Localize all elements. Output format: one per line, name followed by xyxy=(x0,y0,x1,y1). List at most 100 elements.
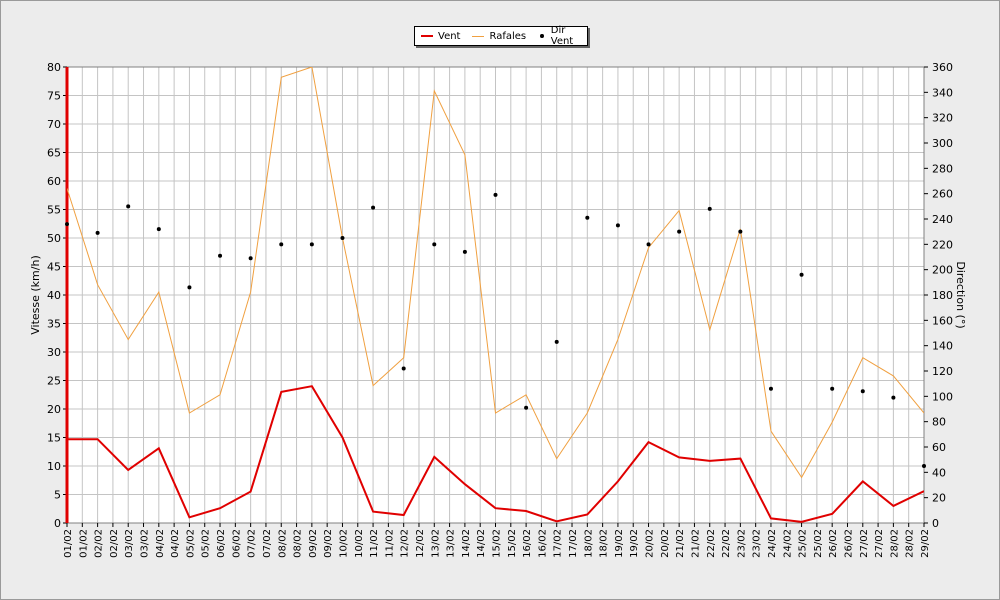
x-tick-label: 06/02 xyxy=(231,529,242,558)
x-tick-label: 10/02 xyxy=(354,529,365,558)
y-tick-label: 40 xyxy=(47,289,61,302)
x-tick-label: 25/02 xyxy=(813,529,824,558)
data-point-rafales xyxy=(464,154,465,155)
data-point-rafales xyxy=(403,357,404,358)
data-point-dir-vent xyxy=(401,366,406,371)
y2-tick-label: 220 xyxy=(932,238,953,251)
data-point-vent xyxy=(464,484,465,485)
data-point-rafales xyxy=(97,284,98,285)
data-point-rafales xyxy=(434,90,435,91)
data-point-vent xyxy=(220,508,221,509)
x-tick-label: 22/02 xyxy=(721,529,732,558)
x-tick-label: 01/02 xyxy=(78,529,89,558)
data-point-rafales xyxy=(679,210,680,211)
data-point-vent xyxy=(189,517,190,518)
y-tick-label: 60 xyxy=(47,175,61,188)
data-point-vent xyxy=(556,521,557,522)
y-tick-label: 30 xyxy=(47,346,61,359)
x-tick-label: 05/02 xyxy=(201,529,212,558)
legend-item-rafales: Rafales xyxy=(472,31,526,42)
data-point-vent xyxy=(281,391,282,392)
y2-tick-label: 100 xyxy=(932,390,953,403)
series-line-rafales xyxy=(67,67,924,479)
x-tick-label: 12/02 xyxy=(415,529,426,558)
y-tick-label: 15 xyxy=(47,432,61,445)
data-point-dir-vent xyxy=(891,395,896,400)
data-point-rafales xyxy=(158,292,159,293)
data-point-dir-vent xyxy=(432,242,437,247)
data-point-dir-vent xyxy=(493,192,498,197)
x-tick-label: 27/02 xyxy=(859,529,870,558)
y-tick-label: 55 xyxy=(47,204,61,217)
data-point-rafales xyxy=(128,339,129,340)
x-tick-label: 18/02 xyxy=(599,529,610,558)
y2-tick-label: 20 xyxy=(932,492,946,505)
data-point-vent xyxy=(373,511,374,512)
series-line-vent xyxy=(67,385,924,523)
x-tick-label: 21/02 xyxy=(675,529,686,558)
data-point-vent xyxy=(250,491,251,492)
x-tick-label: 26/02 xyxy=(843,529,854,558)
data-point-rafales xyxy=(587,412,588,413)
data-point-dir-vent xyxy=(126,204,131,209)
data-point-rafales xyxy=(526,394,527,395)
y2-tick-label: 260 xyxy=(932,188,953,201)
y-tick-label: 20 xyxy=(47,403,61,416)
y-tick-label: 50 xyxy=(47,232,61,245)
x-tick-label: 15/02 xyxy=(507,529,518,558)
data-point-dir-vent xyxy=(371,205,376,210)
x-tick-label: 03/02 xyxy=(140,529,151,558)
x-tick-label: 23/02 xyxy=(736,529,747,558)
x-tick-label: 10/02 xyxy=(338,529,349,558)
data-point-rafales xyxy=(67,188,68,189)
legend-label-dir-vent: Dir Vent xyxy=(550,25,574,47)
data-point-rafales xyxy=(862,357,863,358)
x-tick-label: 14/02 xyxy=(461,529,472,558)
data-point-dir-vent xyxy=(860,389,865,394)
x-tick-label: 20/02 xyxy=(645,529,656,558)
y2-tick-label: 200 xyxy=(932,264,953,277)
data-point-dir-vent xyxy=(309,242,314,247)
data-point-rafales xyxy=(220,394,221,395)
legend-item-vent: Vent xyxy=(421,31,460,42)
data-point-vent xyxy=(495,508,496,509)
data-point-vent xyxy=(709,460,710,461)
legend-item-dir-vent: Dir Vent xyxy=(536,25,587,47)
data-point-vent xyxy=(770,518,771,519)
data-point-dir-vent xyxy=(768,386,773,391)
y2-tick-label: 300 xyxy=(932,137,953,150)
data-point-rafales xyxy=(189,412,190,413)
y2-tick-label: 180 xyxy=(932,289,953,302)
x-tick-label: 14/02 xyxy=(476,529,487,558)
data-point-vent xyxy=(924,491,925,492)
data-point-rafales xyxy=(740,228,741,229)
data-point-dir-vent xyxy=(218,253,223,258)
x-tick-label: 06/02 xyxy=(216,529,227,558)
x-tick-label: 04/02 xyxy=(155,529,166,558)
data-point-rafales xyxy=(495,412,496,413)
data-point-vent xyxy=(403,515,404,516)
y-tick-label: 70 xyxy=(47,118,61,131)
y2-tick-label: 60 xyxy=(932,441,946,454)
data-point-dir-vent xyxy=(340,236,345,240)
data-point-dir-vent xyxy=(799,272,804,277)
data-point-vent xyxy=(862,481,863,482)
x-tick-label: 26/02 xyxy=(828,529,839,558)
legend-label-vent: Vent xyxy=(438,30,461,42)
data-point-vent xyxy=(342,437,343,438)
y-tick-label: 75 xyxy=(47,90,61,103)
x-tick-label: 02/02 xyxy=(109,529,120,558)
x-tick-label: 08/02 xyxy=(277,529,288,558)
y-tick-label: 5 xyxy=(54,489,61,502)
data-point-vent xyxy=(311,386,312,387)
y-tick-label: 10 xyxy=(47,460,61,473)
data-point-vent xyxy=(832,513,833,514)
x-tick-label: 15/02 xyxy=(492,529,503,558)
x-tick-label: 17/02 xyxy=(553,529,564,558)
x-tick-label: 02/02 xyxy=(94,529,105,558)
data-point-dir-vent xyxy=(462,249,467,254)
y-axis-title: Vitesse (km/h) xyxy=(29,255,42,335)
data-point-vent xyxy=(526,511,527,512)
x-tick-label: 22/02 xyxy=(706,529,717,558)
legend-swatch-dir-vent xyxy=(540,34,544,38)
